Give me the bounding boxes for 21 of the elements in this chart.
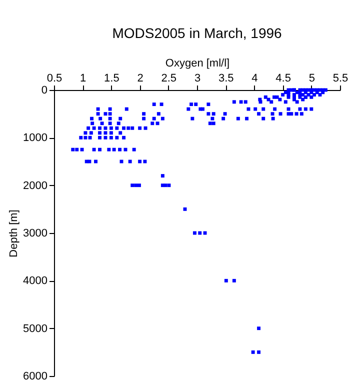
x-axis-title: Oxygen [ml/l]: [165, 58, 230, 70]
x-tick-label: 0.5: [46, 72, 62, 84]
y-tick-label: 6000: [23, 370, 48, 382]
y-tick-label: 4000: [23, 275, 48, 288]
x-tick-label: 1.5: [104, 72, 120, 84]
y-tick-label: 2000: [23, 180, 48, 192]
chart-title: MODS2005 in March, 1996: [112, 25, 282, 41]
x-tick-label: 2: [137, 72, 144, 84]
y-tick-label: 5000: [23, 322, 48, 335]
x-tick-label: 3: [194, 72, 201, 84]
y-tick-label: 0: [41, 84, 48, 96]
x-tick-label: 2.5: [161, 72, 177, 84]
x-tick-label: 5: [308, 72, 315, 84]
y-tick-label: 1000: [23, 132, 48, 144]
x-tick-label: 4.5: [276, 72, 291, 84]
y-tick-label: 3000: [23, 228, 48, 240]
x-tick-label: 1: [80, 72, 86, 84]
y-axis-title: Depth [m]: [8, 210, 20, 258]
x-tick-label: 5.5: [332, 72, 348, 84]
x-tick-label: 4: [252, 72, 258, 84]
x-tick-label: 3.5: [218, 72, 234, 84]
